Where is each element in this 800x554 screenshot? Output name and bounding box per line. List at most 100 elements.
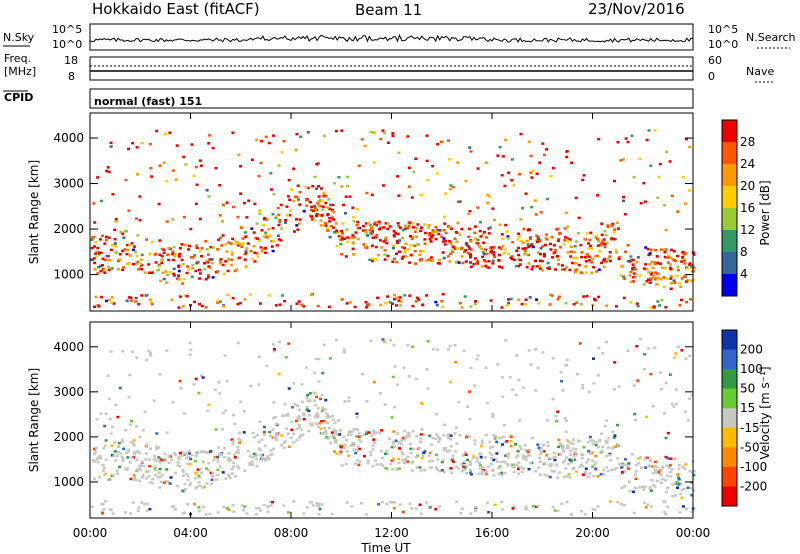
heatmap-cell bbox=[324, 398, 328, 402]
heatmap-cell bbox=[343, 443, 347, 447]
heatmap-cell bbox=[99, 412, 103, 415]
heatmap-cell bbox=[142, 464, 146, 468]
heatmap-cell bbox=[173, 453, 177, 456]
heatmap-cell bbox=[396, 431, 400, 435]
heatmap-cell bbox=[410, 507, 414, 510]
heatmap-cell bbox=[394, 439, 398, 442]
heatmap-cell bbox=[523, 444, 527, 447]
heatmap-cell bbox=[158, 373, 162, 376]
heatmap-cell bbox=[132, 474, 136, 477]
heatmap-cell bbox=[230, 253, 234, 256]
heatmap-cell bbox=[549, 242, 552, 246]
heatmap-cell bbox=[315, 411, 319, 415]
heatmap-cell bbox=[135, 262, 139, 265]
heatmap-cell bbox=[483, 252, 486, 256]
heatmap-cell bbox=[594, 454, 598, 458]
heatmap-cell bbox=[207, 274, 210, 277]
heatmap-cell bbox=[325, 227, 329, 230]
heatmap-cell bbox=[334, 440, 337, 444]
heatmap-cell bbox=[108, 397, 111, 401]
heatmap-cell bbox=[230, 467, 234, 471]
heatmap-cell bbox=[519, 466, 522, 469]
heatmap-cell bbox=[269, 449, 273, 452]
heatmap-cell bbox=[448, 344, 452, 348]
heatmap-cell bbox=[271, 343, 275, 346]
heatmap-cell bbox=[148, 298, 152, 301]
heatmap-cell bbox=[269, 453, 273, 456]
heatmap-cell bbox=[321, 371, 325, 375]
heatmap-cell bbox=[564, 430, 568, 433]
heatmap-cell bbox=[125, 451, 129, 455]
heatmap-cell bbox=[225, 201, 229, 204]
heatmap-cell bbox=[188, 462, 192, 466]
heatmap-cell bbox=[492, 458, 496, 462]
heatmap-cell bbox=[642, 181, 646, 185]
heatmap-cell bbox=[173, 254, 177, 258]
heatmap-cell bbox=[484, 260, 488, 263]
heatmap-cell bbox=[517, 246, 520, 250]
heatmap-cell bbox=[244, 252, 248, 255]
heatmap-cell bbox=[256, 433, 259, 437]
heatmap-cell bbox=[454, 360, 458, 364]
heatmap-cell bbox=[381, 338, 385, 341]
heatmap-cell bbox=[126, 248, 130, 252]
heatmap-cell bbox=[189, 457, 193, 461]
heatmap-cell bbox=[429, 256, 433, 259]
heatmap-cell bbox=[553, 470, 556, 473]
heatmap-cell bbox=[506, 237, 510, 240]
heatmap-cell bbox=[124, 511, 127, 514]
heatmap-cell bbox=[473, 439, 477, 442]
heatmap-cell bbox=[495, 460, 499, 463]
heatmap-cell bbox=[322, 194, 326, 198]
heatmap-cell bbox=[351, 215, 355, 219]
heatmap-cell bbox=[360, 372, 364, 376]
heatmap-cell bbox=[328, 357, 332, 360]
heatmap-cell bbox=[181, 512, 185, 515]
heatmap-cell bbox=[221, 203, 225, 207]
colorbar-tick-label: 24 bbox=[740, 157, 755, 171]
heatmap-cell bbox=[545, 197, 549, 201]
heatmap-cell bbox=[382, 131, 386, 135]
heatmap-cell bbox=[244, 235, 248, 239]
heatmap-cell bbox=[603, 242, 607, 246]
heatmap-cell bbox=[682, 275, 686, 278]
heatmap-cell bbox=[572, 256, 576, 260]
heatmap-cell bbox=[369, 231, 373, 235]
heatmap-cell bbox=[492, 474, 496, 477]
heatmap-cell bbox=[339, 446, 343, 449]
heatmap-cell bbox=[99, 251, 103, 255]
heatmap-cell bbox=[233, 453, 236, 457]
heatmap-cell bbox=[423, 450, 427, 453]
heatmap-cell bbox=[549, 464, 553, 468]
heatmap-cell bbox=[649, 253, 653, 257]
heatmap-cell bbox=[657, 471, 661, 474]
heatmap-cell bbox=[165, 431, 169, 434]
heatmap-cell bbox=[465, 465, 469, 468]
heatmap-cell bbox=[239, 242, 242, 246]
heatmap-cell bbox=[169, 476, 173, 479]
heatmap-cell bbox=[652, 483, 656, 487]
heatmap-cell bbox=[404, 242, 408, 246]
heatmap-cell bbox=[569, 459, 573, 462]
heatmap-cell bbox=[185, 453, 189, 456]
heatmap-cell bbox=[479, 467, 482, 471]
heatmap-cell bbox=[129, 299, 133, 303]
heatmap-cell bbox=[649, 460, 653, 463]
heatmap-cell bbox=[655, 255, 659, 258]
heatmap-cell bbox=[562, 475, 566, 479]
heatmap-cell bbox=[288, 198, 292, 201]
heatmap-cell bbox=[510, 158, 514, 161]
heatmap-cell bbox=[551, 166, 555, 170]
heatmap-cell bbox=[255, 252, 259, 255]
heatmap-cell bbox=[529, 171, 533, 174]
heatmap-cell bbox=[104, 235, 108, 239]
heatmap-cell bbox=[236, 302, 240, 306]
heatmap-cell bbox=[592, 266, 596, 269]
heatmap-cell bbox=[449, 434, 453, 437]
heatmap-cell bbox=[317, 195, 321, 198]
heatmap-cell bbox=[585, 232, 589, 235]
heatmap-cell bbox=[690, 494, 694, 497]
heatmap-cell bbox=[514, 265, 518, 268]
heatmap-cell bbox=[295, 195, 299, 199]
heatmap-cell bbox=[481, 255, 485, 259]
